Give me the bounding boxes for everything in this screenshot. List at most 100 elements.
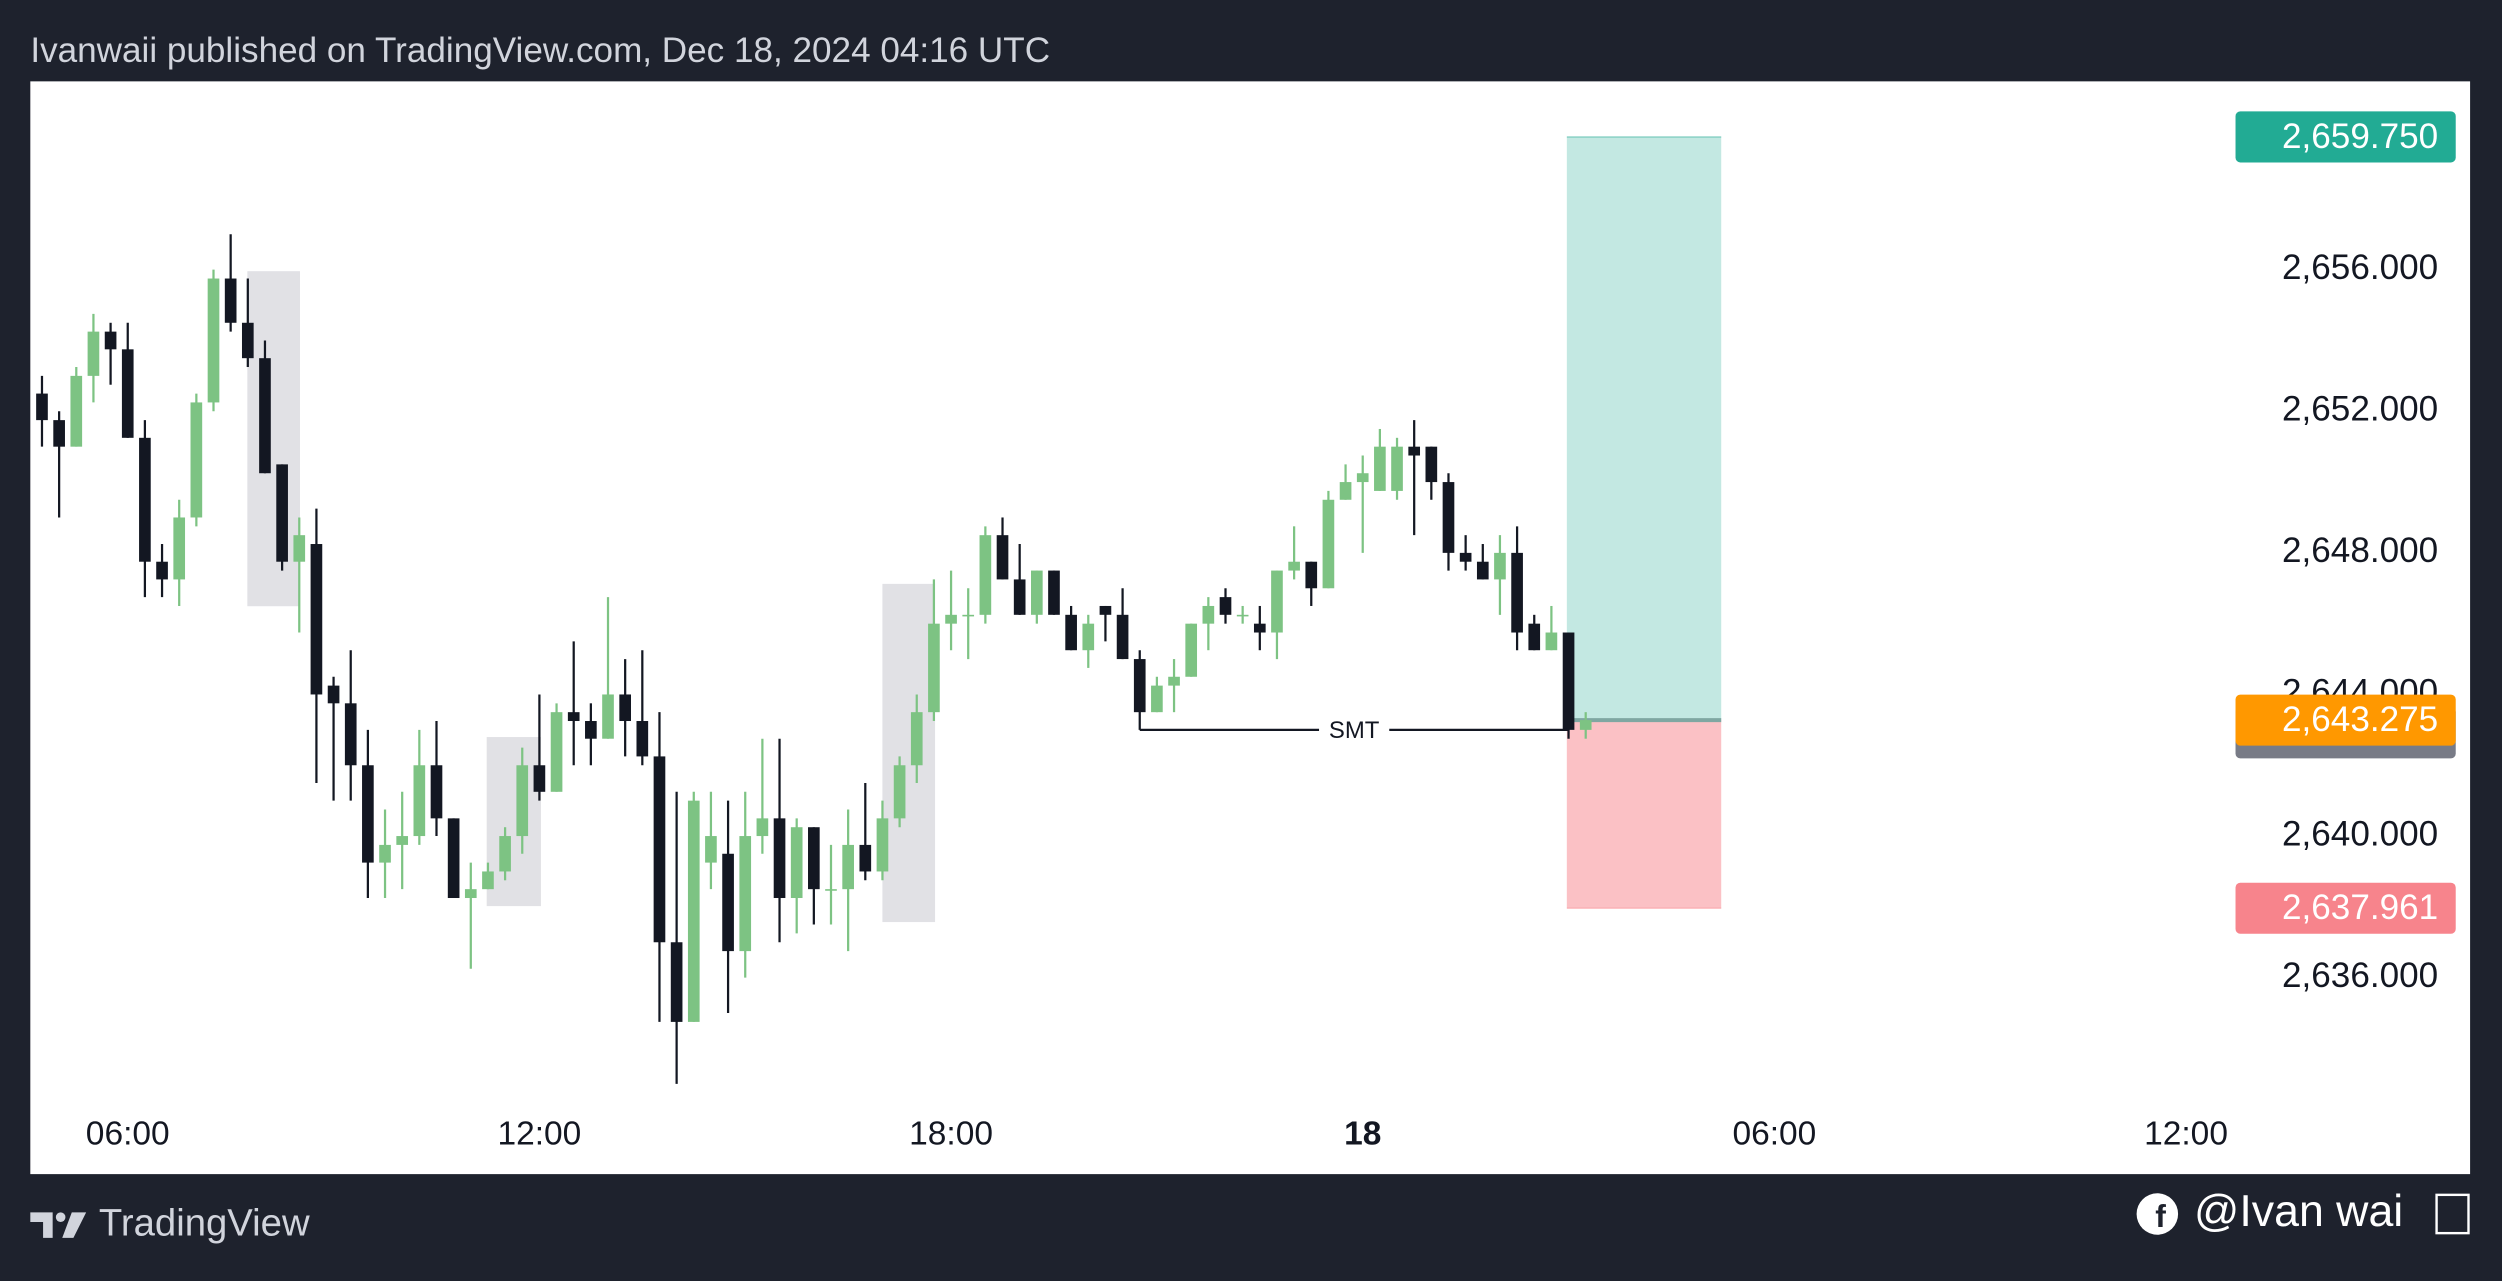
candle-body	[1562, 632, 1575, 730]
candle-body	[516, 765, 529, 837]
candle-body	[653, 756, 666, 943]
candle-body	[1339, 482, 1352, 500]
candle-body	[156, 561, 168, 580]
candle-body	[139, 437, 151, 562]
candle-body	[1391, 446, 1403, 491]
candle-body	[1048, 570, 1060, 615]
candle-body	[1202, 605, 1215, 624]
candle-body	[602, 694, 614, 739]
candle-body	[190, 402, 203, 518]
candle-body	[636, 721, 649, 757]
candle-body	[396, 836, 409, 845]
candle-body	[430, 765, 443, 819]
candle-body	[1288, 561, 1300, 571]
candle-body	[739, 836, 752, 952]
candle-body	[722, 853, 734, 952]
candle-body	[259, 358, 271, 474]
brand: TradingView	[99, 1201, 310, 1244]
y-tick-label: 2,640.000	[2282, 814, 2438, 853]
candle-body	[344, 703, 357, 766]
candle-body	[1476, 561, 1489, 580]
candle-body	[945, 614, 957, 624]
candle-body	[1185, 623, 1198, 677]
candle-body	[1116, 614, 1129, 660]
candle-body	[1013, 579, 1026, 615]
candles: SMT	[36, 234, 1592, 1084]
x-tick-label: 12:00	[2144, 1116, 2228, 1153]
candle-body	[1322, 499, 1335, 589]
candle-body	[327, 685, 340, 704]
target-price-label: 2,659.750	[2282, 117, 2438, 156]
last-price-box	[2235, 694, 2456, 746]
candle-body	[825, 889, 837, 891]
candle-body	[1528, 623, 1541, 651]
candle-body	[585, 721, 597, 739]
candle-body	[550, 712, 563, 792]
candle-body	[1356, 473, 1369, 483]
candle-body	[241, 322, 254, 359]
candle-body	[310, 544, 323, 695]
candle-body	[293, 535, 306, 562]
candle-body	[705, 836, 717, 863]
candle-body	[876, 818, 889, 872]
candle-body	[790, 827, 803, 899]
last-price-label: 2,643.275	[2282, 700, 2438, 739]
candle-body	[87, 331, 100, 376]
smt-label-bg	[1319, 715, 1390, 745]
candle-body	[808, 827, 820, 890]
candle-body	[773, 818, 786, 899]
candle-body	[842, 844, 854, 890]
candle-body	[1099, 605, 1112, 615]
candle-body	[1133, 659, 1146, 713]
candle-body	[1305, 561, 1318, 589]
x-icon	[2435, 1193, 2470, 1235]
y-tick-label: 2,648.000	[2282, 531, 2438, 570]
candle-body	[1271, 570, 1283, 633]
target-price-box	[2235, 111, 2456, 163]
plot-area	[30, 81, 2471, 1175]
candle-body	[464, 889, 477, 899]
stop-price-box	[2235, 882, 2456, 934]
candle-body	[619, 694, 631, 722]
position-tool	[1566, 136, 1722, 910]
candle-body	[413, 765, 426, 837]
target-zone	[1566, 136, 1722, 721]
y-tick-label: 2,656.000	[2282, 248, 2438, 287]
candle-body	[447, 818, 460, 899]
candle-body	[379, 844, 391, 863]
brand-logo	[30, 1212, 87, 1238]
stop-zone	[1566, 720, 1722, 909]
candle-body	[276, 464, 288, 562]
x-tick-label: 18:00	[909, 1116, 993, 1153]
candle-body	[1511, 552, 1523, 633]
candle-body	[533, 765, 546, 792]
candle-body	[1374, 446, 1386, 491]
candle-body	[1408, 446, 1421, 456]
candle-body	[362, 765, 374, 863]
candle-body	[910, 712, 923, 766]
candle-body	[1082, 623, 1095, 651]
candle-body	[1219, 597, 1232, 615]
candle-body	[1579, 720, 1592, 730]
candle-body	[499, 836, 511, 872]
smt-label: SMT	[1329, 717, 1380, 744]
candle-body	[1442, 482, 1455, 553]
x-tick-label: 18	[1344, 1116, 1381, 1153]
facebook-glyph: f	[2155, 1198, 2166, 1234]
candle-body	[1494, 552, 1506, 580]
candle-body	[1168, 676, 1180, 686]
candle-body	[1253, 623, 1266, 633]
candle-body	[1236, 614, 1249, 617]
candle-body	[207, 278, 220, 403]
candle-body	[173, 517, 186, 580]
candle-body	[104, 331, 117, 350]
candle-body	[670, 942, 683, 1022]
candle-body	[36, 393, 48, 421]
candle-body	[567, 712, 580, 722]
candle-body	[893, 765, 906, 819]
axes: 2,636.0002,640.0002,644.0002,648.0002,65…	[86, 111, 2456, 1153]
candle-body	[482, 871, 494, 890]
candle-body	[1425, 446, 1438, 483]
highlight-zone	[247, 271, 300, 607]
